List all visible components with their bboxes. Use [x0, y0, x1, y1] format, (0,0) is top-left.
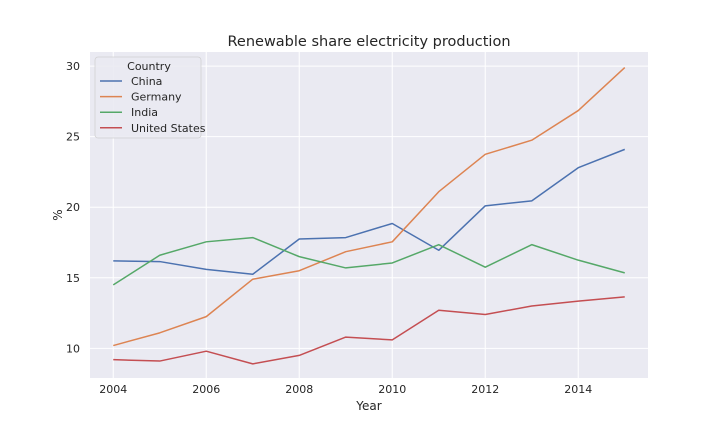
legend-box [94, 56, 202, 139]
y-axis-label: % [51, 209, 65, 220]
x-tick-label: 2012 [471, 383, 499, 396]
y-tick-label: 20 [66, 201, 80, 214]
series-line-germany [113, 66, 626, 347]
series-lines [112, 66, 626, 365]
x-tick-label: 2010 [378, 383, 406, 396]
series-line-china [113, 148, 626, 276]
y-tick-labels: 10 15 20 25 30 [66, 60, 80, 355]
x-tick-label: 2004 [99, 383, 127, 396]
x-tick-label: 2006 [192, 383, 220, 396]
gridlines [90, 52, 648, 378]
legend-label: Germany [131, 91, 182, 104]
y-tick-label: 25 [66, 131, 80, 144]
legend: Country China Germany India United States [94, 56, 206, 139]
y-tick-label: 30 [66, 60, 80, 73]
x-axis-label: Year [355, 399, 381, 413]
legend-label: United States [131, 122, 206, 135]
chart-title: Renewable share electricity production [227, 34, 510, 50]
y-tick-label: 15 [66, 272, 80, 285]
legend-label: India [131, 106, 158, 119]
x-tick-labels: 2004 2006 2008 2010 2012 2014 [99, 383, 592, 396]
x-tick-label: 2014 [564, 383, 592, 396]
series-line-india [112, 236, 625, 286]
legend-title: Country [127, 60, 171, 73]
x-tick-label: 2008 [285, 383, 313, 396]
y-tick-label: 10 [66, 342, 80, 355]
legend-label: China [131, 75, 162, 88]
series-line-united-states [113, 296, 625, 365]
